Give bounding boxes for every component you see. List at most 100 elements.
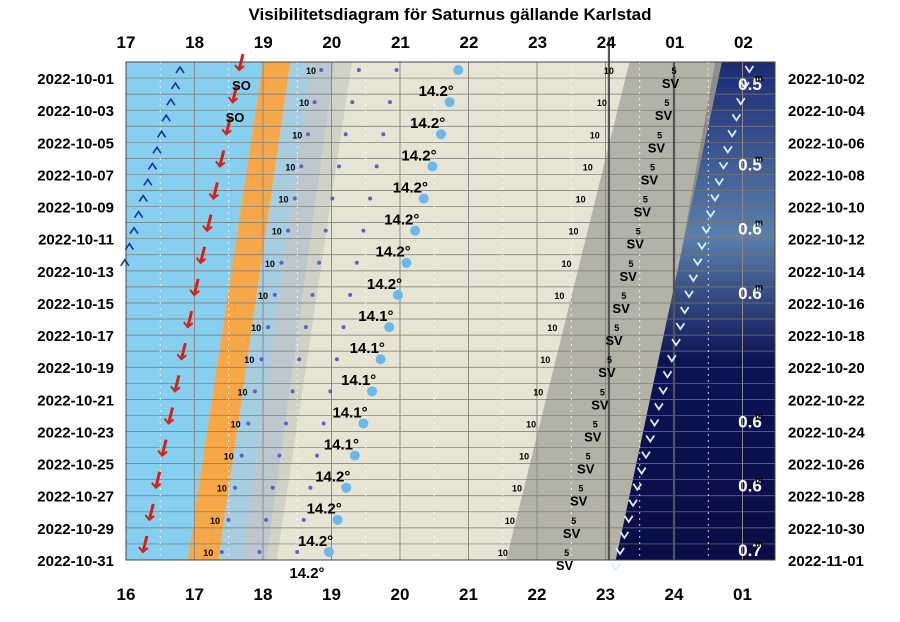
moonset-arrow [714,177,724,187]
magnitude-label: 0.7 [738,541,762,560]
sv-marker: SV [627,237,645,252]
altitude-10-label: 10 [258,291,268,301]
altitude-10-label: 10 [237,387,247,397]
moonset-arrow [723,145,733,154]
right-date-label: 2022-10-26 [788,457,865,474]
altitude-dot [246,421,251,426]
left-date-label: 2022-10-11 [38,232,114,249]
culmination-altitude-label: 14.1° [358,308,393,325]
moonset-arrow [684,290,694,299]
top-hour-tick: 21 [391,33,410,52]
sunset-arrow [173,374,181,392]
left-date-label: 2022-10-19 [37,360,114,377]
top-hour-tick: 01 [665,33,684,52]
right-date-label: 2022-10-10 [788,200,865,217]
sv-marker: SV [563,526,581,541]
rise-arrow [175,65,185,74]
altitude-dot [297,357,302,362]
altitude-10-label: 10 [224,452,234,462]
altitude-10-label: 10 [285,162,295,172]
right-date-label: 2022-10-14 [788,264,865,281]
sunset-arrow [186,310,194,328]
culmination-dot [375,354,386,365]
magnitude-unit: m [755,475,763,485]
sv-marker: SV [598,365,616,380]
moonset-arrow [710,194,720,203]
rise-arrow [156,129,167,138]
altitude-10-label: 10 [505,516,515,526]
moonset-arrow [688,274,699,283]
sunset-arrow [167,407,174,424]
altitude-dot [356,68,361,73]
altitude-dot [328,389,333,394]
culmination-dot [323,546,334,557]
magnitude-label: 0.6 [738,220,762,239]
altitude-dot [330,196,335,201]
altitude-10-label: 10 [299,98,309,108]
sunset-arrow [205,214,213,232]
magnitude-unit: m [755,410,763,420]
culmination-altitude-label: 14.2° [307,501,342,518]
bottom-hour-tick: 22 [528,585,547,604]
bottom-hour-tick: 20 [391,585,410,604]
moonset-arrow [658,386,668,395]
culmination-dot [392,289,403,300]
sunset-arrow-head [208,192,220,200]
sunset-arrow [160,439,168,456]
moonset-arrow [692,258,703,267]
moonset-arrow [649,418,660,428]
bottom-hour-tick: 23 [596,585,615,604]
altitude-dot [299,164,304,169]
altitude-dot [270,485,275,490]
right-date-label: 2022-10-18 [788,328,865,345]
culmination-altitude-label: 14.1° [350,340,385,357]
altitude-dot [348,292,353,297]
altitude-5-label: 5 [564,548,569,558]
altitude-10-label: 10 [526,419,536,429]
altitude-5-label: 5 [621,291,626,301]
culmination-altitude-label: 14.1° [332,404,367,421]
sunset-arrow-head [195,257,207,265]
altitude-dot [266,325,271,330]
altitude-dot [381,132,386,137]
left-date-label: 2022-10-23 [37,424,114,441]
culmination-altitude-label: 14.2° [384,212,419,229]
altitude-10-label: 10 [597,98,607,108]
sunset-arrow [237,53,245,71]
culmination-altitude-label: 14.1° [324,436,359,453]
top-hour-tick: 22 [460,33,479,52]
sv-marker: SV [619,269,637,284]
bottom-hour-tick: 16 [117,585,136,604]
left-date-label: 2022-10-21 [37,392,114,409]
culmination-altitude-label: 14.2° [289,565,324,582]
altitude-10-label: 10 [540,355,550,365]
sun-marker: SO [232,78,251,93]
rise-arrow [138,194,148,202]
altitude-10-label: 10 [583,162,593,172]
sunset-arrow-head [234,64,245,72]
culmination-dot [384,322,395,333]
sv-marker: SV [662,76,680,91]
altitude-5-label: 5 [650,162,655,172]
rise-arrow [133,210,144,219]
sv-marker: SV [591,397,609,412]
sv-marker: SV [655,108,673,123]
sv-marker: SV [612,301,630,316]
left-date-label: 2022-10-07 [37,167,114,184]
moonset-arrow [623,515,634,524]
right-date-label: 2022-10-20 [788,360,865,377]
altitude-dot [323,228,328,233]
culmination-dot [349,450,360,461]
sunset-arrow [154,471,162,489]
altitude-dot [283,421,288,426]
left-date-label: 2022-10-15 [37,296,114,313]
right-date-label: 2022-10-04 [788,103,865,120]
altitude-10-label: 10 [272,227,282,237]
altitude-10-label: 10 [244,355,254,365]
altitude-10-label: 10 [512,484,522,494]
altitude-dot [259,357,264,362]
moonset-arrow [705,210,716,219]
top-hour-tick: 23 [528,33,547,52]
bottom-hour-tick: 01 [733,585,752,604]
rise-arrow [161,113,171,122]
